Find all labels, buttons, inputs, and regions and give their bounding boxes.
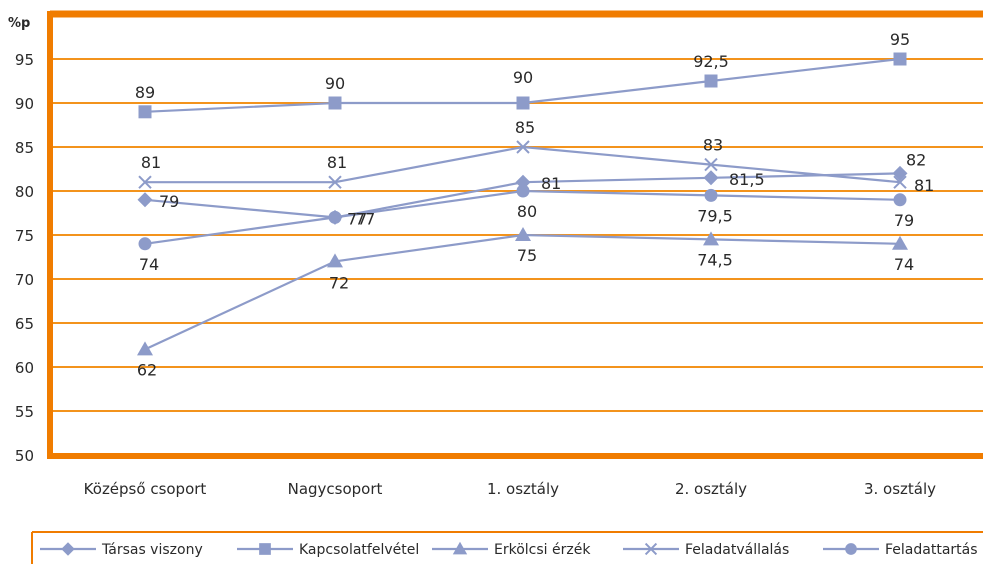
x-tick-label: 2. osztály — [675, 480, 747, 498]
legend-marker-feladattartas — [845, 543, 857, 555]
data-label-kapcsolatfelvetel: 90 — [325, 74, 345, 93]
legend-marker-erkolcsi-erzek — [452, 541, 468, 555]
y-tick-label: 95 — [15, 51, 34, 69]
data-point-feladatvallalas — [328, 175, 342, 189]
y-axis-label: %p — [8, 16, 30, 31]
x-tick-label: 1. osztály — [487, 480, 559, 498]
data-label-kapcsolatfelvetel: 95 — [890, 30, 910, 49]
data-point-kapcsolatfelvetel — [138, 105, 152, 119]
y-tick-label: 70 — [15, 271, 34, 289]
x-tick-label: Középső csoport — [84, 480, 207, 498]
data-label-feladatvallalas: 83 — [703, 136, 723, 155]
data-label-feladattartas: 74 — [139, 255, 159, 274]
legend-marker-kapcsolatfelvetel — [259, 543, 271, 555]
x-tick-label: 3. osztály — [864, 480, 936, 498]
y-tick-label: 75 — [15, 227, 34, 245]
data-point-feladatvallalas — [704, 157, 718, 172]
data-point-feladattartas — [328, 210, 342, 224]
data-point-kapcsolatfelvetel — [704, 74, 718, 88]
data-point-erkolcsi-erzek — [892, 235, 908, 250]
legend-label-feladatvallalas: Feladatvállalás — [685, 542, 789, 558]
data-label-tarsas-viszony: 77 — [347, 209, 367, 228]
data-point-erkolcsi-erzek — [703, 231, 719, 246]
data-label-tarsas-viszony: 81,5 — [729, 170, 765, 189]
data-point-kapcsolatfelvetel — [516, 96, 530, 110]
data-point-tarsas-viszony — [137, 192, 153, 208]
legend-label-kapcsolatfelvetel: Kapcsolatfelvétel — [299, 542, 419, 558]
data-point-tarsas-viszony — [703, 170, 719, 186]
data-label-feladatvallalas: 81 — [141, 153, 161, 172]
data-point-erkolcsi-erzek — [327, 253, 343, 268]
x-tick-label: Nagycsoport — [288, 480, 383, 498]
data-label-erkolcsi-erzek: 75 — [517, 246, 537, 265]
data-label-feladatvallalas: 81 — [327, 153, 347, 172]
data-label-erkolcsi-erzek: 72 — [329, 273, 349, 292]
legend-marker-tarsas-viszony — [61, 542, 75, 556]
y-tick-label: 60 — [15, 359, 34, 377]
y-tick-label: 65 — [15, 315, 34, 333]
data-label-erkolcsi-erzek: 74 — [894, 255, 914, 274]
data-label-kapcsolatfelvetel: 92,5 — [693, 52, 729, 71]
data-point-feladattartas — [516, 184, 530, 198]
data-label-erkolcsi-erzek: 74,5 — [697, 250, 733, 269]
data-point-kapcsolatfelvetel — [328, 96, 342, 110]
y-tick-label: 50 — [15, 447, 34, 465]
data-point-feladatvallalas — [893, 175, 907, 189]
data-point-feladatvallalas — [138, 175, 152, 189]
data-label-feladatvallalas: 81 — [914, 176, 934, 195]
data-label-erkolcsi-erzek: 62 — [137, 360, 157, 379]
data-label-feladattartas: 80 — [517, 202, 537, 221]
y-tick-label: 55 — [15, 403, 34, 421]
data-label-tarsas-viszony: 82 — [906, 150, 926, 169]
data-point-erkolcsi-erzek — [137, 341, 153, 356]
legend-label-feladattartas: Feladattartás — [885, 542, 978, 558]
data-label-tarsas-viszony: 81 — [541, 174, 561, 193]
data-point-feladattartas — [704, 188, 718, 202]
data-label-feladatvallalas: 85 — [515, 118, 535, 137]
data-label-feladattartas: 77 — [355, 209, 375, 228]
y-tick-label: 90 — [15, 95, 34, 113]
data-point-feladattartas — [138, 237, 152, 251]
data-label-tarsas-viszony: 79 — [159, 192, 179, 211]
data-point-kapcsolatfelvetel — [893, 52, 907, 66]
data-label-kapcsolatfelvetel: 90 — [513, 68, 533, 87]
legend-label-tarsas-viszony: Társas viszony — [101, 542, 203, 558]
data-point-feladattartas — [893, 193, 907, 207]
data-point-feladatvallalas — [516, 140, 530, 154]
y-tick-label: 80 — [15, 183, 34, 201]
y-tick-label: 85 — [15, 139, 34, 157]
data-label-feladattartas: 79,5 — [697, 206, 733, 225]
legend-marker-feladatvallalas — [644, 542, 658, 556]
legend-label-erkolcsi-erzek: Erkölcsi érzék — [494, 542, 591, 558]
data-label-kapcsolatfelvetel: 89 — [135, 83, 155, 102]
data-point-erkolcsi-erzek — [515, 227, 531, 241]
data-label-feladattartas: 79 — [894, 211, 914, 230]
